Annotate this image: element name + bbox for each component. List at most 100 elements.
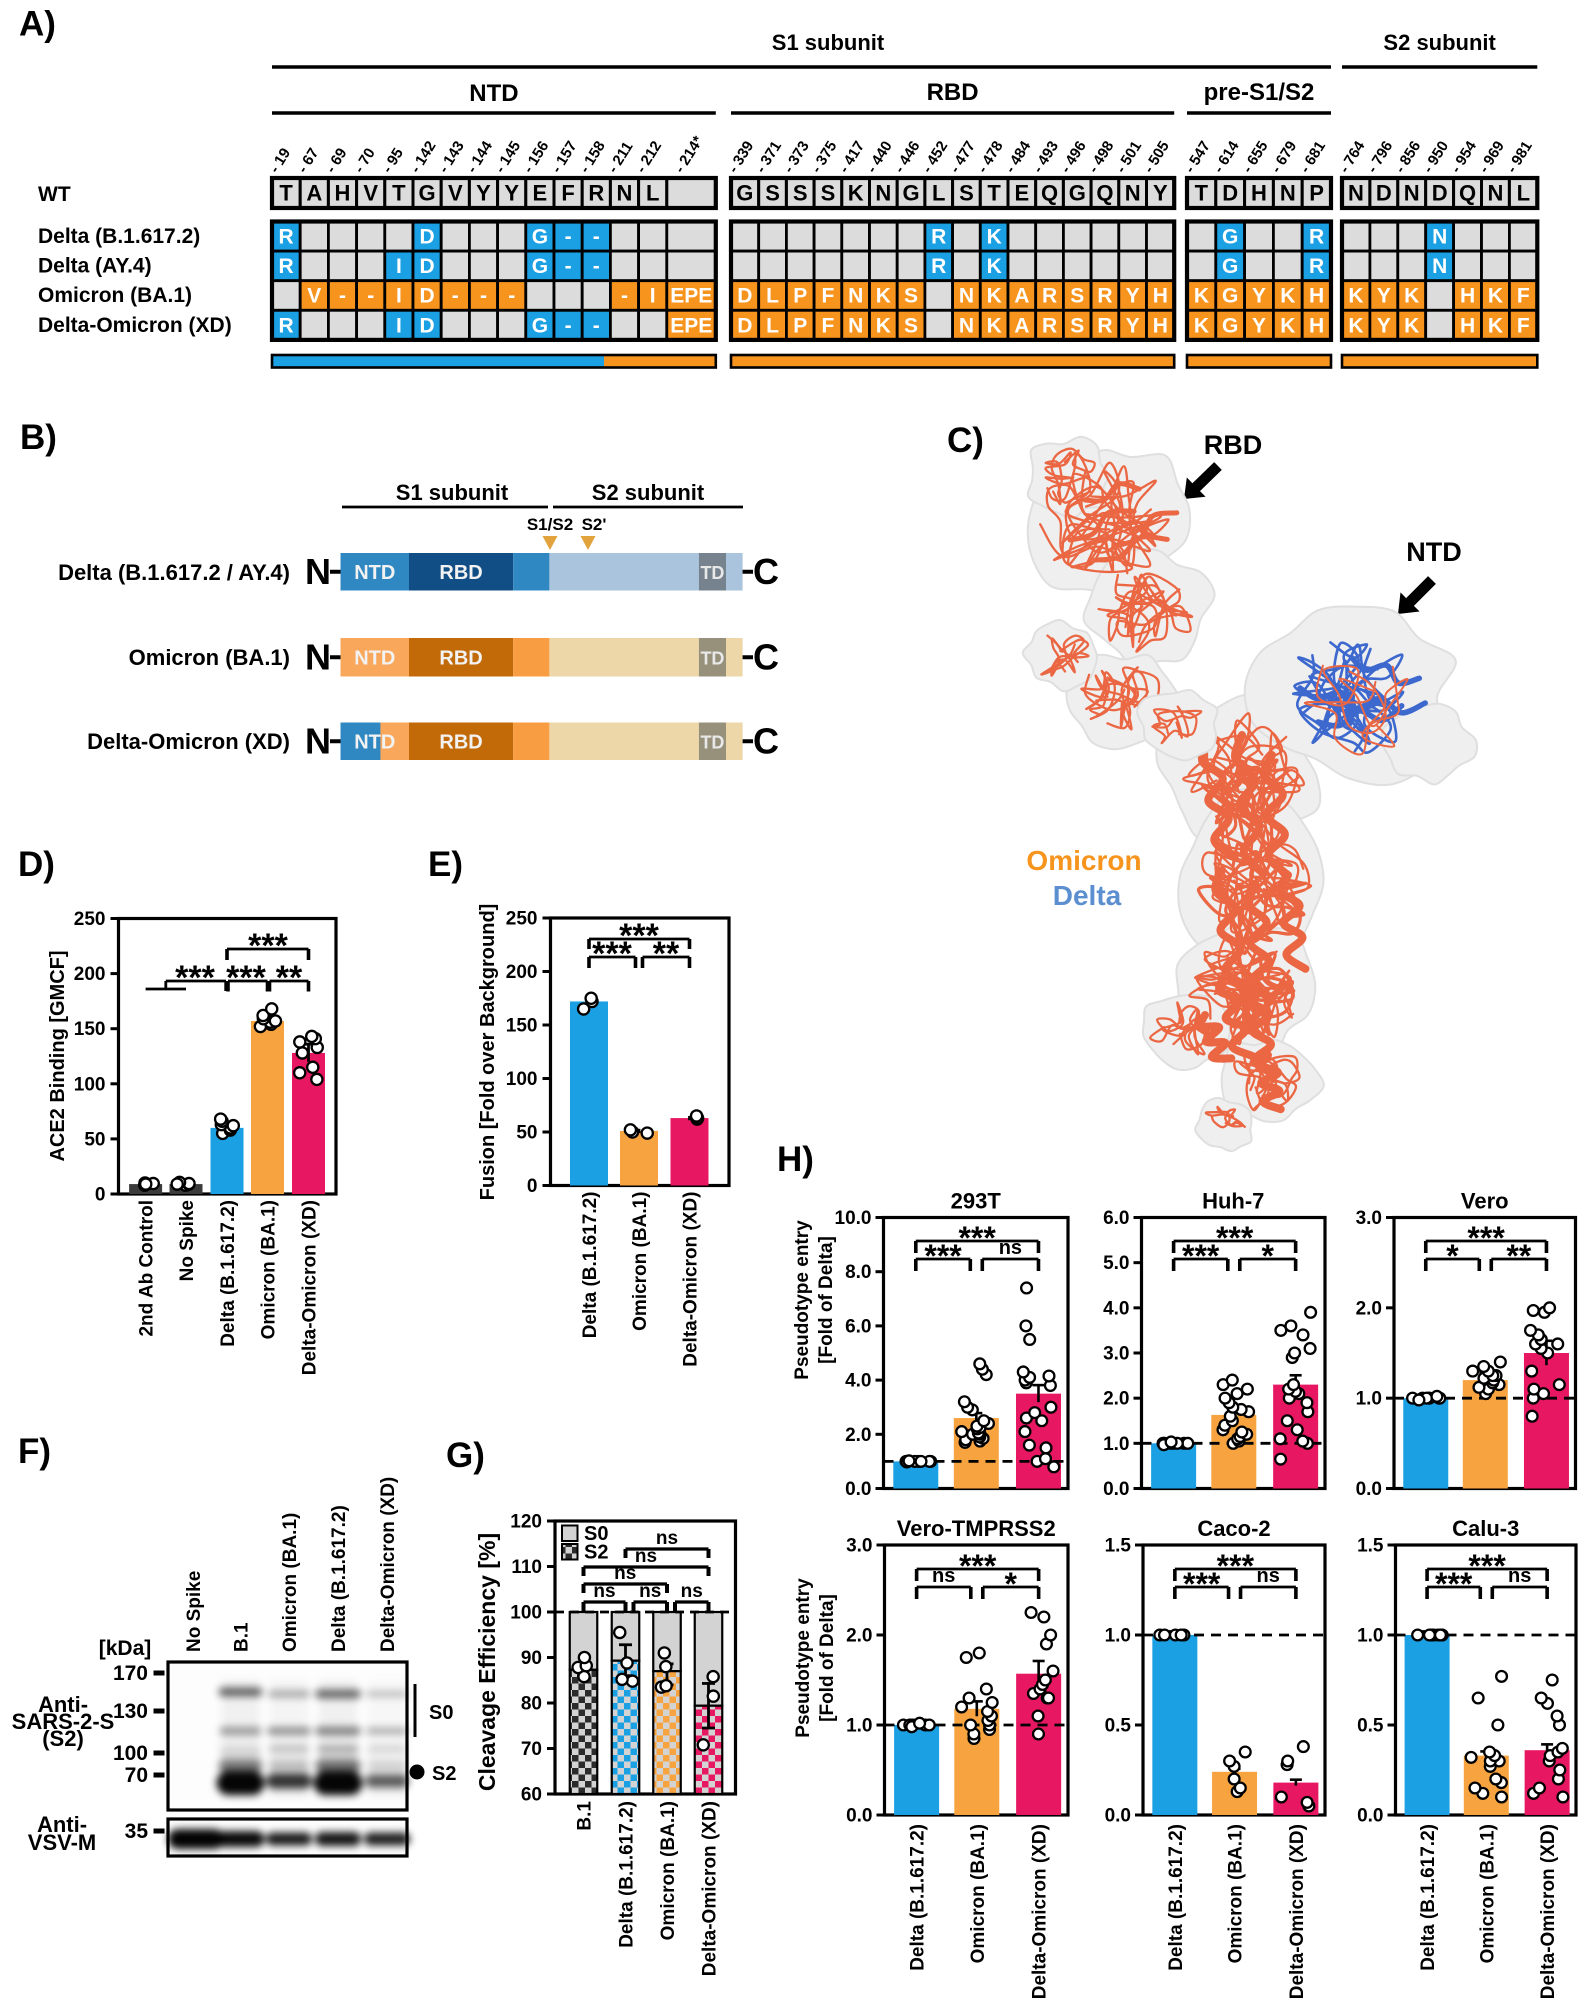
svg-text:***: *** (1217, 1548, 1255, 1584)
svg-text:Omicron: Omicron (1026, 845, 1141, 876)
svg-text:Delta (AY.4): Delta (AY.4) (38, 255, 152, 278)
svg-text:Delta (B.1.617.2): Delta (B.1.617.2) (218, 1200, 239, 1347)
svg-text:L: L (932, 181, 945, 206)
svg-text:***: *** (592, 935, 632, 973)
svg-text:L: L (766, 314, 779, 337)
svg-text:K: K (987, 285, 1002, 308)
svg-text:S1 subunit: S1 subunit (772, 30, 885, 55)
svg-text:50: 50 (516, 1123, 537, 1144)
svg-text:-: - (593, 314, 600, 337)
svg-text:150: 150 (74, 1019, 106, 1040)
svg-text:I: I (396, 314, 402, 337)
svg-text:N: N (875, 181, 891, 206)
svg-text:-: - (339, 285, 346, 308)
svg-text:RBD: RBD (439, 562, 482, 584)
svg-text:K: K (1404, 285, 1419, 308)
svg-text:Omicron (BA.1): Omicron (BA.1) (630, 1192, 651, 1331)
svg-text:Omicron (BA.1): Omicron (BA.1) (280, 1513, 301, 1652)
svg-text:Omicron (BA.1): Omicron (BA.1) (1226, 1824, 1247, 1963)
svg-text:Delta (B.1.617.2): Delta (B.1.617.2) (329, 1505, 350, 1652)
svg-text:Pseudotype entry: Pseudotype entry (792, 1220, 813, 1380)
svg-text:N: N (1432, 255, 1447, 278)
svg-text:R: R (279, 314, 294, 337)
svg-text:T: T (987, 181, 1001, 206)
svg-text:B.1: B.1 (232, 1622, 253, 1652)
svg-text:N: N (1432, 226, 1447, 249)
svg-text:SARS-2-S: SARS-2-S (12, 1709, 115, 1734)
svg-text:R: R (1097, 314, 1112, 337)
svg-text:Y: Y (1377, 285, 1391, 308)
svg-text:D: D (420, 314, 435, 337)
svg-text:0.0: 0.0 (1356, 1479, 1382, 1500)
svg-text:Calu-3: Calu-3 (1452, 1516, 1519, 1541)
svg-text:-: - (367, 285, 374, 308)
svg-text:N: N (305, 720, 331, 761)
svg-text:D: D (1376, 181, 1392, 206)
svg-text:Omicron (BA.1): Omicron (BA.1) (968, 1824, 989, 1963)
svg-text:0.0: 0.0 (1357, 1806, 1383, 1827)
svg-text:F: F (561, 181, 574, 206)
svg-text:D: D (420, 255, 435, 278)
svg-text:-: - (452, 285, 459, 308)
svg-text:H: H (1460, 285, 1475, 308)
svg-text:B): B) (20, 418, 57, 457)
svg-text:*: * (1004, 1566, 1017, 1602)
svg-text:S2: S2 (432, 1763, 456, 1785)
svg-text:130: 130 (113, 1700, 148, 1723)
svg-text:Y: Y (1252, 285, 1266, 308)
svg-text:***: *** (958, 1220, 996, 1256)
svg-text:P: P (793, 285, 807, 308)
svg-text:-: - (593, 226, 600, 249)
svg-text:*: * (1446, 1238, 1459, 1274)
svg-text:G: G (532, 314, 548, 337)
svg-text:Delta (B.1.617.2 / AY.4): Delta (B.1.617.2 / AY.4) (58, 560, 290, 585)
svg-text:Omicron (BA.1): Omicron (BA.1) (1477, 1824, 1498, 1963)
svg-text:E: E (1015, 181, 1030, 206)
svg-text:Delta (B.1.617.2): Delta (B.1.617.2) (1166, 1824, 1187, 1971)
svg-text:[kDa]: [kDa] (99, 1637, 152, 1660)
svg-text:F: F (822, 314, 835, 337)
svg-text:Omicron (BA.1): Omicron (BA.1) (129, 645, 290, 670)
svg-text:No Spike: No Spike (177, 1200, 198, 1281)
svg-text:100: 100 (113, 1742, 148, 1765)
svg-text:100: 100 (510, 1603, 542, 1624)
svg-text:2nd Ab Control: 2nd Ab Control (137, 1200, 158, 1337)
svg-text:L: L (1517, 181, 1530, 206)
svg-text:F: F (822, 285, 835, 308)
svg-text:110: 110 (511, 1557, 542, 1578)
svg-text:Delta-Omicron (XD): Delta-Omicron (XD) (681, 1192, 702, 1367)
svg-text:K: K (876, 285, 891, 308)
svg-text:K: K (987, 314, 1002, 337)
svg-text:Delta-Omicron (XD): Delta-Omicron (XD) (87, 729, 290, 754)
svg-text:C): C) (947, 421, 984, 460)
svg-text:R: R (1042, 285, 1057, 308)
svg-text:G: G (419, 181, 436, 206)
svg-text:NTD: NTD (354, 562, 395, 584)
svg-text:F: F (1517, 285, 1530, 308)
svg-text:ns: ns (932, 1565, 955, 1587)
svg-text:Huh-7: Huh-7 (1202, 1189, 1264, 1214)
svg-text:(S2): (S2) (42, 1726, 84, 1751)
svg-text:pre-S1/S2: pre-S1/S2 (1204, 79, 1315, 106)
svg-text:TD: TD (700, 732, 724, 752)
svg-text:S2 subunit: S2 subunit (592, 480, 705, 505)
svg-text:90: 90 (521, 1648, 542, 1669)
svg-text:ns: ns (593, 1581, 615, 1602)
svg-text:Y: Y (1153, 181, 1168, 206)
svg-text:Delta (B.1.617.2): Delta (B.1.617.2) (580, 1192, 601, 1339)
svg-text:***: *** (959, 1548, 997, 1584)
svg-text:L: L (646, 181, 659, 206)
svg-text:A: A (306, 181, 322, 206)
svg-text:Delta (B.1.617.2): Delta (B.1.617.2) (617, 1801, 638, 1948)
svg-text:G: G (1222, 285, 1238, 308)
svg-text:K: K (987, 226, 1002, 249)
svg-text:Delta: Delta (1053, 880, 1122, 911)
svg-text:0: 0 (95, 1185, 106, 1206)
svg-text:T: T (392, 181, 406, 206)
svg-text:B.1: B.1 (575, 1801, 596, 1831)
svg-text:Fusion [Fold over Background]: Fusion [Fold over Background] (477, 904, 499, 1201)
svg-text:EPE: EPE (670, 314, 712, 337)
svg-text:S0: S0 (584, 1523, 608, 1545)
svg-text:N: N (848, 314, 863, 337)
svg-text:EPE: EPE (670, 285, 712, 308)
